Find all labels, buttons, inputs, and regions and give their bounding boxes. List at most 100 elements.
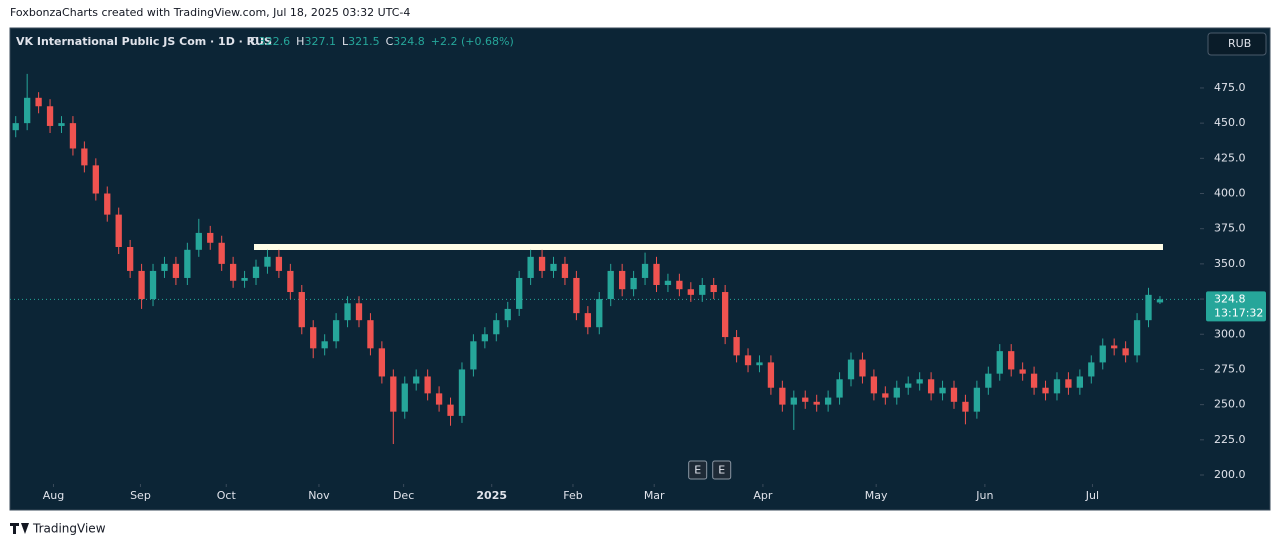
candle-body [1111,345,1118,349]
currency: RUB [1228,37,1251,50]
candle-body [870,376,878,394]
candle-body [447,404,454,416]
candle-body [882,393,889,398]
candle-body [824,397,832,405]
candle-body [1122,348,1129,356]
candle-body [390,376,397,412]
x-tick-label: Aug [43,489,64,502]
legend: O322.6 H327.1 L321.5 C324.8 +2.2 (+0.68%) [250,35,514,48]
candle-body [813,401,820,405]
candle-body [344,303,351,321]
candle-body [962,401,969,412]
candle-body [378,348,386,377]
candle-body [138,270,145,300]
candle-body [779,387,786,405]
x-tick-label: Nov [308,489,330,502]
candle-body [413,376,420,384]
x-tick-label: Dec [393,489,414,502]
candle-body [550,263,557,271]
candle-body [252,266,260,278]
candle-body [1008,351,1015,370]
candle-body [790,397,797,405]
candle-body [996,351,1003,374]
event-label: E [694,464,701,477]
candle-body [1133,320,1141,356]
candle-body [1088,362,1095,377]
candle-body [802,397,809,402]
candle-body [676,280,683,290]
candle-body [218,242,225,264]
candle-body [1042,387,1049,394]
y-tick-label: 400.0 [1214,187,1246,200]
candle-body [561,263,569,278]
candle-body [46,106,54,126]
event-marker[interactable] [712,460,732,480]
candle-body [619,270,626,290]
candle-body [275,256,283,271]
candle-body [859,359,866,377]
candle-body [1145,294,1152,321]
chart-title: VK International Public JS Com · 1D · RU… [16,35,272,48]
candle-body [1019,369,1026,374]
candle-body [504,308,511,321]
candle-body [767,362,775,388]
candle-body [584,313,591,328]
y-tick-label: 375.0 [1214,222,1246,235]
candle-body [1030,373,1038,388]
legend-item: 321.5 [348,35,380,48]
candle-body [298,292,305,328]
candle-body [687,289,694,295]
candle-body [699,284,706,295]
price-tag-value: 324.8 [1214,292,1246,305]
candle-body [721,292,729,338]
candle-body [58,123,65,126]
y-tick-label: 250.0 [1214,398,1246,411]
candle-body [355,303,363,321]
legend-item: H [296,35,304,48]
candle-body [481,334,489,342]
candle-body [607,270,614,300]
x-tick-label: Mar [644,489,665,502]
legend-item: 324.8 [393,35,425,48]
legend-item: +2.2 (+0.68%) [431,35,514,48]
x-tick-label: May [865,489,888,502]
candle-body [458,369,466,416]
candle-body [172,263,180,278]
y-tick-label: 200.0 [1214,468,1246,481]
candle-body [653,263,660,285]
candle-body [35,97,42,107]
candle-body [1156,299,1164,303]
currency-box[interactable] [1207,32,1267,56]
candle-body [195,232,202,250]
brand: TradingView [32,522,106,536]
candle-body [756,362,763,366]
candle-body [893,387,900,398]
price-tag-countdown: 13:17:32 [1214,306,1263,319]
candle-body [126,246,134,271]
candle-body [516,277,523,309]
x-tick-label: 2025 [476,489,507,502]
candle-body [744,355,752,366]
candle-body [1076,376,1084,388]
candle-body [710,284,717,293]
candle-body [950,387,958,402]
x-tick-label: Apr [753,489,773,502]
candle-body [367,320,374,349]
y-tick-label: 475.0 [1214,81,1246,94]
candle-body [927,379,935,394]
candle-body [241,277,248,281]
candle-body [184,249,191,278]
legend-item: 327.1 [304,35,336,48]
event-marker[interactable] [688,460,708,480]
legend-item: 322.6 [259,35,291,48]
candle-body [905,383,912,388]
candle-body [836,379,843,398]
candle-body [1053,379,1061,394]
candle-body [630,277,637,290]
y-tick-label: 350.0 [1214,257,1246,270]
x-tick-label: Jun [975,489,993,502]
candle-body [229,263,237,281]
candle-body [916,379,923,384]
